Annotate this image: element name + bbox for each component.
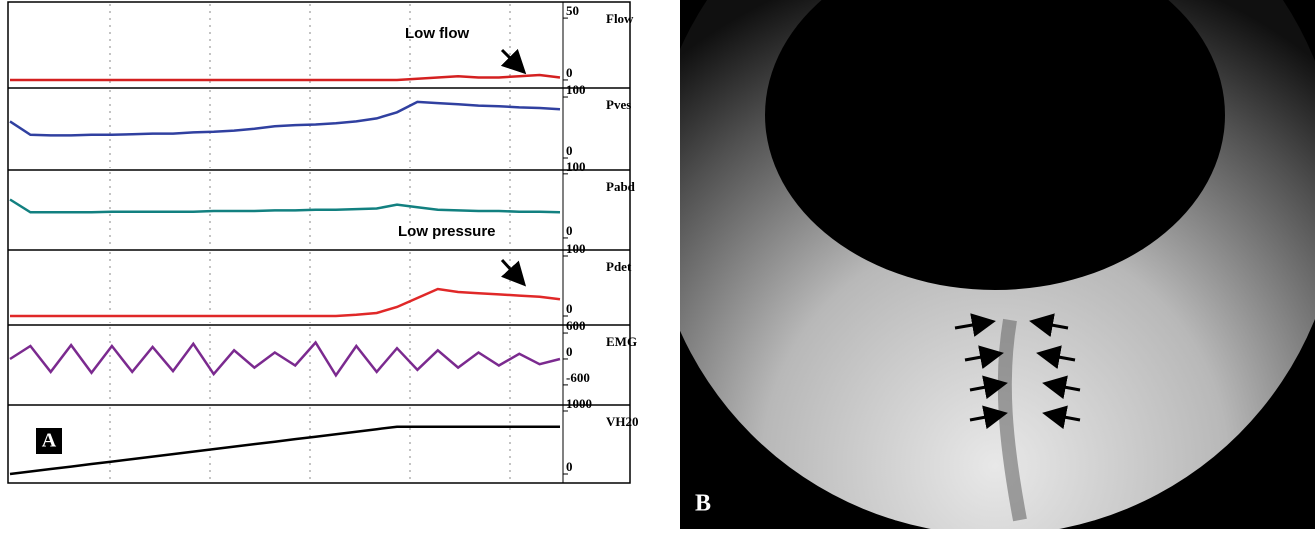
y-tick-label: 1000 xyxy=(566,396,592,411)
channel-label: Flow xyxy=(606,11,634,26)
y-tick-label: 0 xyxy=(566,459,573,474)
y-tick-label: 0 xyxy=(566,344,573,359)
y-tick-label: 0 xyxy=(566,143,573,158)
panel-a-frame xyxy=(7,1,631,484)
annotation-arrow xyxy=(500,48,527,75)
channel-label: VH20 xyxy=(606,414,639,429)
channel-label: EMG xyxy=(606,334,637,349)
y-tick-label: 50 xyxy=(566,3,579,18)
trace xyxy=(9,425,560,476)
panel-b: B xyxy=(680,0,1315,529)
trace xyxy=(10,73,561,82)
annotation-arrow xyxy=(500,258,527,287)
y-tick-label: -600 xyxy=(566,370,590,385)
trace xyxy=(10,287,561,318)
trace xyxy=(9,340,561,378)
y-tick-label: 600 xyxy=(566,318,586,333)
channel-label: Pabd xyxy=(606,179,636,194)
trace xyxy=(9,198,561,214)
panel-a-label-bg xyxy=(36,428,62,454)
trace xyxy=(9,100,561,137)
y-tick-label: 100 xyxy=(566,159,586,174)
arrows xyxy=(954,313,1081,430)
annotation: Low flow xyxy=(405,25,469,42)
y-tick-label: 100 xyxy=(566,82,586,97)
image-dark xyxy=(765,0,1225,290)
channel-label: Pves xyxy=(606,97,631,112)
channel-label: Pdet xyxy=(606,259,632,274)
y-tick-label: 100 xyxy=(566,241,586,256)
panel-a-label: A xyxy=(42,430,57,452)
y-tick-label: 0 xyxy=(566,223,573,238)
y-tick-label: 0 xyxy=(566,301,573,316)
panel-b-label: B xyxy=(695,491,711,517)
y-tick-label: 0 xyxy=(566,65,573,80)
annotation: Low pressure xyxy=(398,223,496,240)
